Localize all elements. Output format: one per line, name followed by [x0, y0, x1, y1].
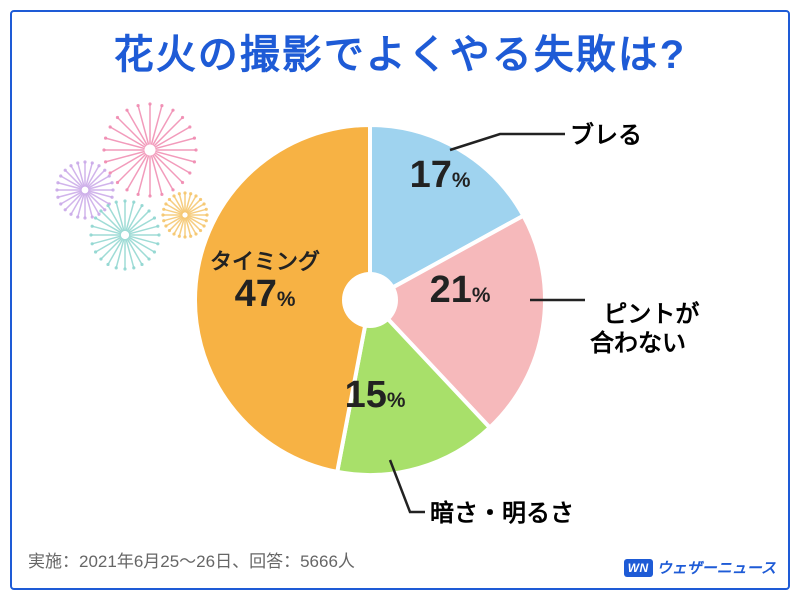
- callout-focus-text: ピントが 合わない: [590, 301, 699, 357]
- callout-brightness: 暗さ・明るさ: [430, 500, 574, 529]
- slice-value-brightness: 15: [345, 374, 387, 416]
- slice-label-focus: 21%: [405, 270, 515, 312]
- donut-hole: [342, 272, 398, 328]
- firework-burst: [55, 160, 114, 219]
- firework-burst: [89, 199, 160, 270]
- brand-logo: WN ウェザーニュース: [624, 557, 776, 578]
- slice-label-blur: 17%: [385, 155, 495, 197]
- slice-name-timing: タイミング: [180, 250, 350, 274]
- slice-label-timing: タイミング 47%: [180, 250, 350, 316]
- callout-blur: ブレる: [570, 122, 642, 151]
- donut-chart: タイミング 47% 17% 21% 15%: [190, 120, 550, 480]
- firework-burst: [102, 102, 197, 197]
- slice-value-focus: 21: [430, 269, 472, 311]
- callout-focus: ピントが 合わない: [590, 272, 699, 358]
- brand-name: ウェザーニュース: [657, 557, 776, 578]
- slice-label-brightness: 15%: [320, 375, 430, 417]
- callout-blur-text: ブレる: [570, 122, 642, 149]
- slice-value-timing: 47: [235, 273, 277, 315]
- callout-brightness-text: 暗さ・明るさ: [430, 500, 574, 527]
- chart-title: 花火の撮影でよくやる失敗は?: [0, 22, 800, 80]
- slice-value-blur: 17: [410, 154, 452, 196]
- brand-badge: WN: [624, 559, 653, 577]
- survey-note: 実施：2021年6月25〜26日、回答：5666人: [28, 547, 355, 572]
